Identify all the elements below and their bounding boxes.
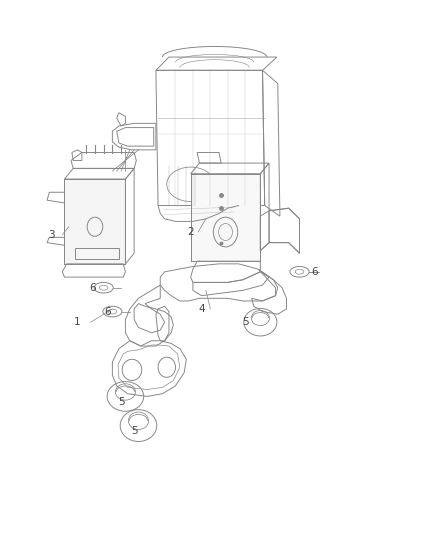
Text: 6: 6 <box>105 306 111 317</box>
Text: 3: 3 <box>48 230 55 240</box>
Text: 4: 4 <box>198 304 205 314</box>
Text: 6: 6 <box>311 267 318 277</box>
Text: 5: 5 <box>118 397 124 407</box>
Polygon shape <box>64 179 125 264</box>
Text: 1: 1 <box>74 317 81 327</box>
Text: 5: 5 <box>242 317 248 327</box>
Polygon shape <box>191 174 260 261</box>
Text: 6: 6 <box>89 282 96 293</box>
Text: 2: 2 <box>187 227 194 237</box>
Text: 5: 5 <box>131 426 138 436</box>
